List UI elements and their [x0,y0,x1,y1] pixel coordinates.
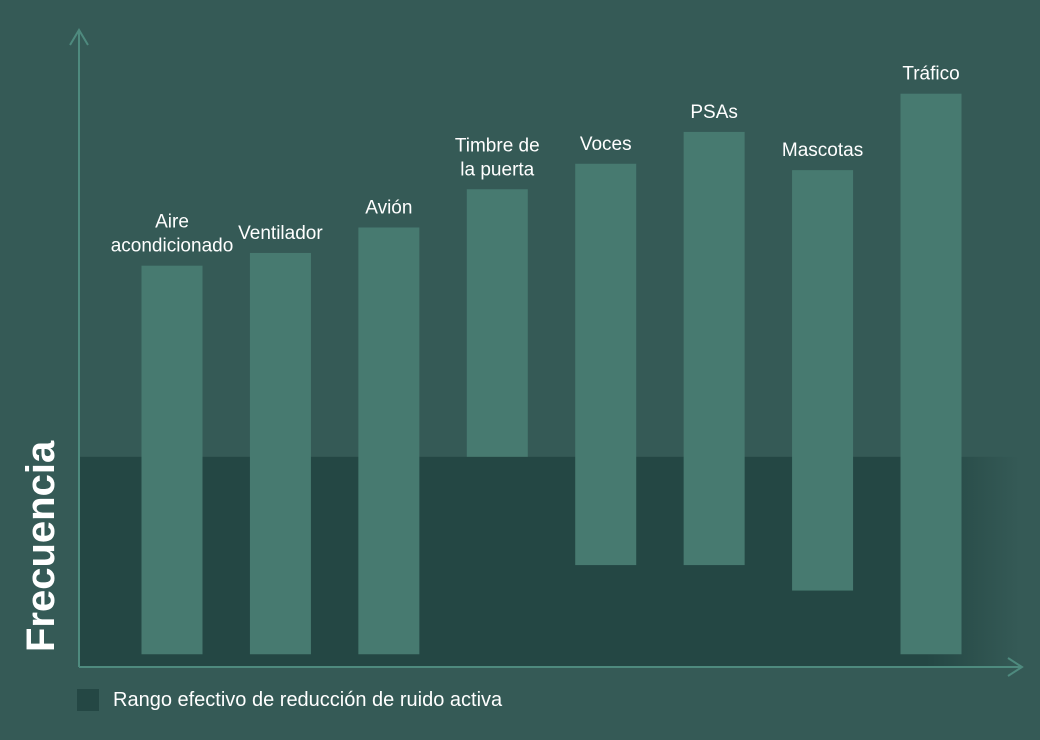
category-label-line: Timbre de [455,135,540,156]
category-label-line: Ventilador [238,223,323,244]
bar-0 [141,265,203,655]
effective-range-band [79,456,1020,667]
bar-1 [249,252,311,655]
category-label-line: Avión [365,197,412,218]
category-label-4: Voces [580,134,632,155]
bar-3 [466,189,528,457]
axes [69,28,1024,677]
bar-7 [900,93,962,655]
category-label-5: PSAs [690,102,738,123]
category-label-line: la puerta [460,159,534,180]
category-label-7: Tráfico [902,64,959,85]
y-axis-title: Frecuencia [19,440,63,652]
category-label-line: Voces [580,134,632,155]
category-label-line: acondicionado [111,236,234,257]
category-label-line: Tráfico [902,64,959,85]
legend: Rango efectivo de reducción de ruido act… [77,688,502,712]
bar-5 [683,131,745,566]
bar-group [141,93,962,655]
category-label-6: Mascotas [782,140,863,161]
category-label-0: Aire acondicionado [111,212,234,257]
legend-swatch [77,689,99,711]
bar-2 [358,227,420,655]
x-axis-arrow-icon [1007,657,1024,677]
category-label-1: Ventilador [238,223,323,244]
category-label-2: Avión [365,197,412,218]
bar-4 [575,163,637,566]
category-label-line: Aire [155,212,189,233]
y-axis-arrow-icon [69,28,89,46]
category-label-3: Timbre de la puerta [455,135,540,180]
category-label-line: PSAs [690,102,738,123]
legend-label: Rango efectivo de reducción de ruido act… [113,688,503,711]
category-label-line: Mascotas [782,140,863,161]
bar-6 [792,170,854,591]
